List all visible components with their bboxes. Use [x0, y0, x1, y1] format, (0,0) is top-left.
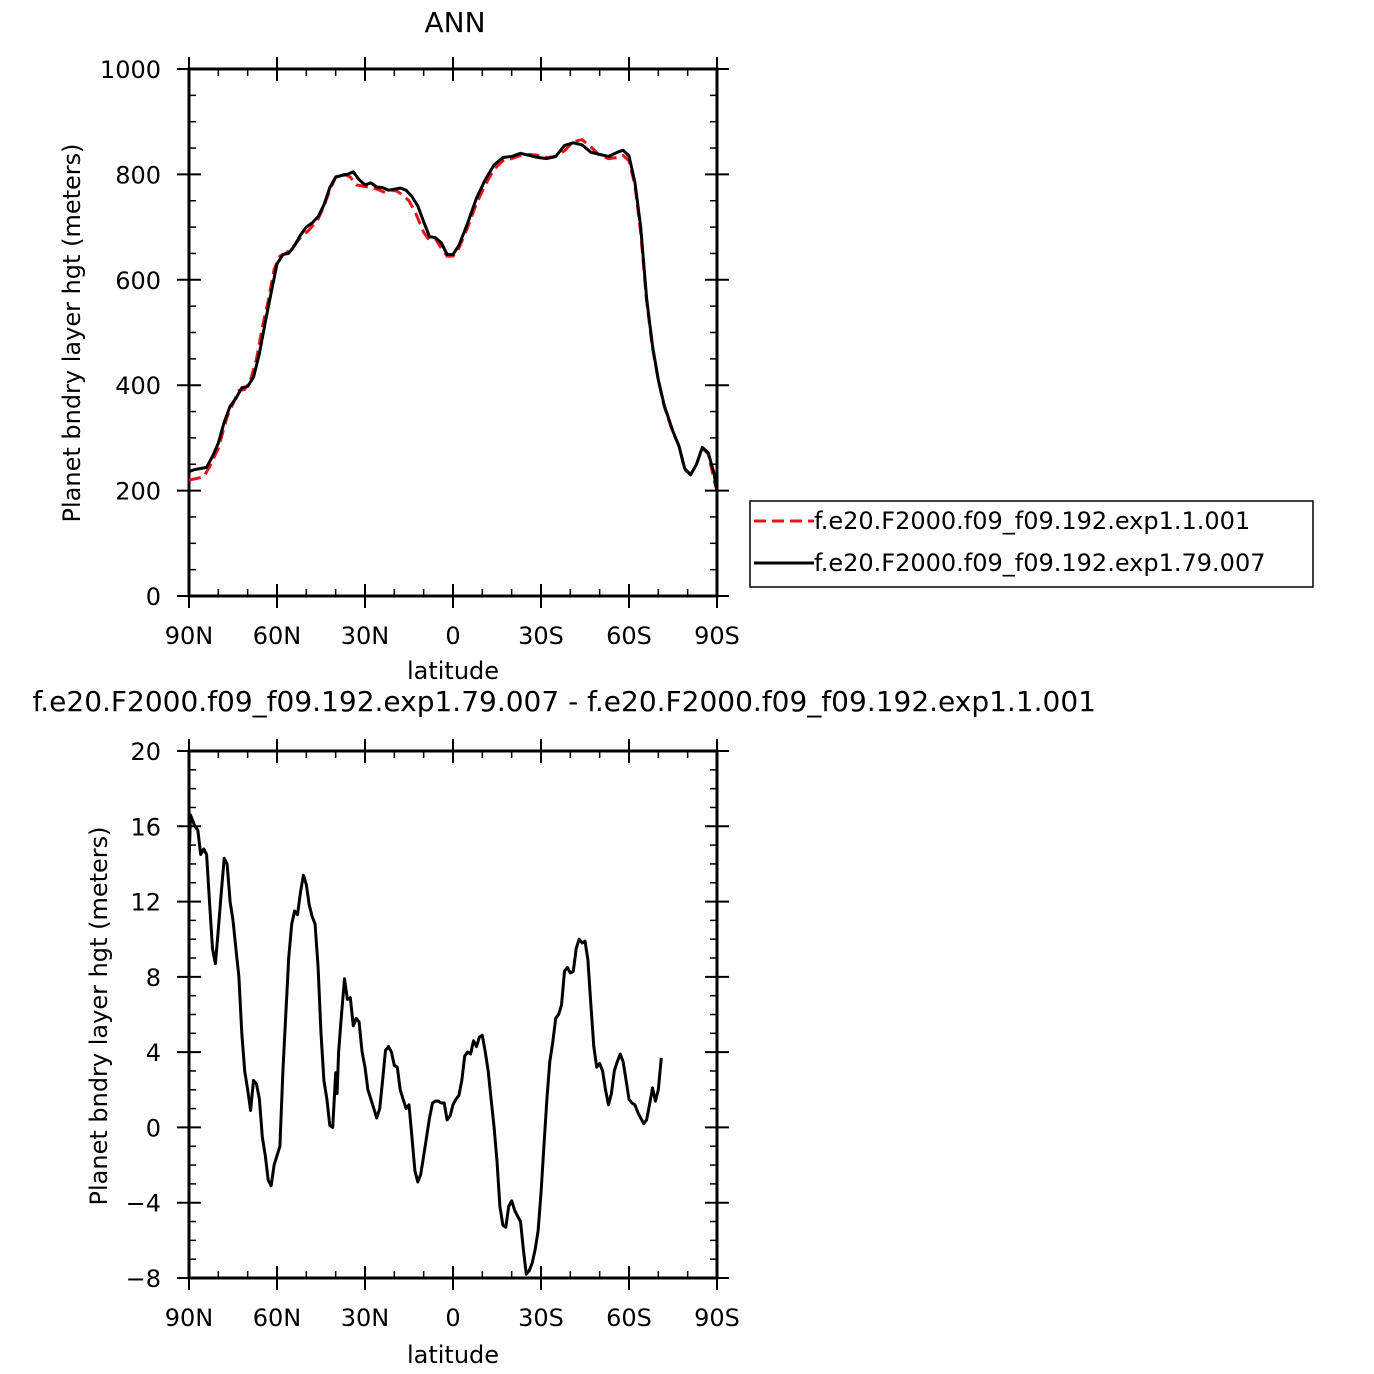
top-y-tick-label: 1000 — [100, 56, 161, 84]
top-y-tick-label: 600 — [115, 267, 161, 295]
bottom-x-tick-label: 90N — [165, 1304, 214, 1332]
bottom-y-axis-label: Planet bndry layer hgt (meters) — [85, 827, 113, 1206]
bottom-y-tick-label: 20 — [130, 738, 161, 766]
bottom-y-tick-label: 8 — [146, 964, 161, 992]
bottom-x-tick-label: 90S — [694, 1304, 740, 1332]
bottom-y-tick-label: 4 — [146, 1039, 161, 1067]
legend: f.e20.F2000.f09_f09.192.exp1.1.001 f.e20… — [749, 500, 1314, 588]
top-grid-ticks — [177, 57, 729, 608]
top-panel: ANN 0 200 400 600 800 1000 90N 60N 30N 0 30S 60S 90S… — [58, 6, 740, 685]
top-x-tick-label: 30N — [341, 622, 390, 650]
bottom-plot-border — [187, 749, 719, 1280]
bottom-y-tick-label: −4 — [126, 1190, 161, 1218]
top-x-tick-label: 90S — [694, 622, 740, 650]
top-x-tick-label: 60S — [606, 622, 652, 650]
legend-label-red: f.e20.F2000.f09_f09.192.exp1.1.001 — [814, 507, 1250, 535]
bottom-y-tick-label: 0 — [146, 1114, 161, 1142]
bottom-x-tick-label: 60S — [606, 1304, 652, 1332]
top-y-tick-label: 0 — [146, 583, 161, 611]
bottom-x-tick-label: 30S — [518, 1304, 564, 1332]
top-x-tick-label: 30S — [518, 622, 564, 650]
top-chart-title: ANN — [424, 6, 485, 39]
top-plot-frame — [187, 67, 719, 598]
bottom-y-tick-label: −8 — [126, 1265, 161, 1293]
bottom-grid-ticks — [177, 739, 729, 1290]
bottom-tick-labels: −8 −4 0 4 8 12 16 20 90N 60N 30N 0 30S 60S 90S — [126, 738, 740, 1332]
top-x-axis-label: latitude — [407, 657, 499, 685]
bottom-x-tick-label: 30N — [341, 1304, 390, 1332]
top-x-tick-label: 0 — [445, 622, 460, 650]
bottom-y-tick-label: 16 — [130, 813, 161, 841]
bottom-x-tick-label: 0 — [445, 1304, 460, 1332]
bottom-series-line-black — [187, 813, 663, 1276]
legend-box — [749, 500, 1314, 588]
top-y-tick-label: 400 — [115, 372, 161, 400]
legend-label-black: f.e20.F2000.f09_f09.192.exp1.79.007 — [814, 549, 1265, 577]
bottom-plot-frame — [187, 749, 719, 1280]
bottom-x-axis-label: latitude — [407, 1341, 499, 1369]
top-series-group — [188, 138, 719, 492]
top-x-tick-label: 60N — [253, 622, 302, 650]
bottom-series-group — [187, 813, 663, 1276]
top-y-tick-label: 800 — [115, 161, 161, 189]
top-series-line-black — [188, 141, 719, 492]
top-tick-labels: 0 200 400 600 800 1000 90N 60N 30N 0 30S 60S 90S — [100, 56, 740, 650]
top-x-tick-label: 90N — [165, 622, 214, 650]
top-plot-border — [187, 67, 719, 598]
bottom-chart-title: f.e20.F2000.f09_f09.192.exp1.79.007 - f.… — [32, 685, 1096, 718]
top-y-tick-label: 200 — [115, 478, 161, 506]
top-y-axis-label: Planet bndry layer hgt (meters) — [58, 144, 86, 523]
bottom-y-tick-label: 12 — [130, 889, 161, 917]
bottom-x-tick-label: 60N — [253, 1304, 302, 1332]
bottom-panel: f.e20.F2000.f09_f09.192.exp1.79.007 - f.… — [32, 685, 1096, 1369]
